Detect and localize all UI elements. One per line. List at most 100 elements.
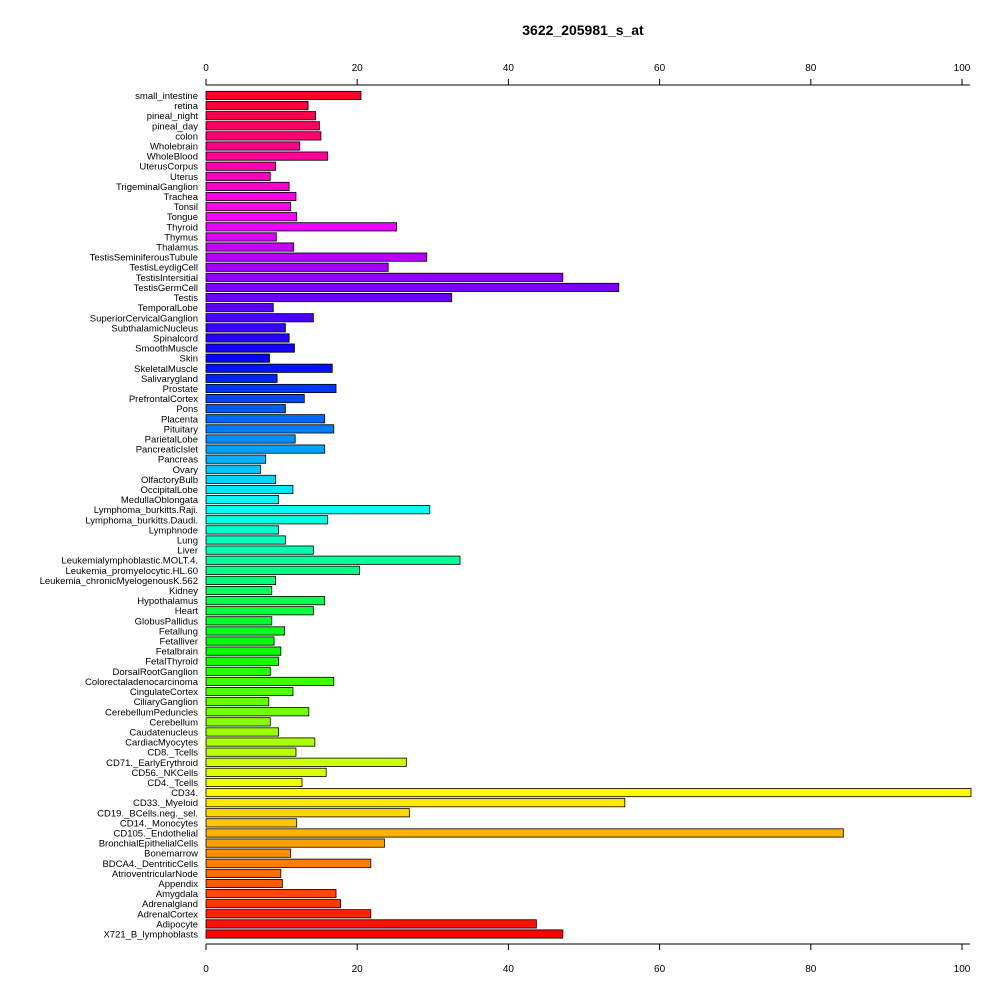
category-label: CD8._Tcells <box>147 748 198 759</box>
bar <box>205 222 397 232</box>
category-label: Appendix <box>158 879 198 890</box>
bar <box>205 909 372 919</box>
category-label: DorsalRootGanglion <box>112 667 198 678</box>
category-label: PrefrontalCortex <box>129 394 198 405</box>
bar <box>205 707 310 717</box>
category-label: Trachea <box>164 192 199 203</box>
bar <box>205 202 292 212</box>
category-label: Liver <box>177 546 198 557</box>
bar <box>205 646 282 656</box>
category-label: SubthalamicNucleus <box>111 323 198 334</box>
category-label: TemporalLobe <box>138 303 198 314</box>
category-label: Thalamus <box>156 243 198 254</box>
bar <box>205 262 389 272</box>
bar <box>205 151 329 161</box>
category-label: BDCA4._DentriticCells <box>102 859 198 870</box>
category-labels-group: small_intestineretinapineal_nightpineal_… <box>40 91 199 941</box>
bar <box>205 767 327 777</box>
category-label: FetalThyroid <box>145 657 198 668</box>
tick-label: 0 <box>203 63 209 74</box>
category-label: UterusCorpus <box>139 162 198 173</box>
category-label: Tongue <box>167 212 198 223</box>
category-label: Adipocyte <box>156 919 198 930</box>
tick-label: 80 <box>805 964 817 975</box>
tick-label: 40 <box>503 63 515 74</box>
bar <box>205 929 564 939</box>
bar <box>205 788 972 798</box>
category-label: small_intestine <box>135 91 198 102</box>
bar <box>205 313 314 323</box>
bar <box>205 383 337 394</box>
bar <box>205 333 290 343</box>
bar <box>205 121 320 131</box>
bar <box>205 798 626 808</box>
category-label: Caudatenucleus <box>129 727 198 738</box>
bar <box>205 919 537 929</box>
category-label: Uterus <box>170 172 198 183</box>
category-label: Testis <box>174 293 199 304</box>
category-label: Placenta <box>161 414 199 425</box>
category-label: Leukemia_chronicMyelogenousK.562 <box>40 576 198 587</box>
bar <box>205 687 294 697</box>
category-label: CD56._NKCells <box>131 768 198 779</box>
bar <box>205 232 277 242</box>
bar <box>205 565 360 575</box>
category-label: colon <box>175 131 198 142</box>
bar <box>205 404 286 414</box>
category-label: PancreaticIslet <box>136 445 199 456</box>
tick-label: 40 <box>503 964 515 975</box>
bar <box>205 717 271 727</box>
tick-label: 60 <box>654 63 666 74</box>
bar <box>205 282 620 292</box>
bar <box>205 878 283 889</box>
category-label: CerebellumPeduncles <box>105 707 198 718</box>
tick-label: 20 <box>352 964 364 975</box>
category-label: Fetalliver <box>159 637 198 648</box>
category-label: CD33._Myeloid <box>133 798 198 809</box>
bar <box>205 272 564 282</box>
category-label: SkeletalMuscle <box>134 364 198 375</box>
bar <box>205 363 333 373</box>
tick-label: 20 <box>352 63 364 74</box>
category-label: OlfactoryBulb <box>141 475 198 486</box>
category-label: Pancreas <box>158 455 198 466</box>
category-label: X721_B_lymphoblasts <box>103 930 198 941</box>
bar <box>205 434 296 444</box>
bar <box>205 161 276 171</box>
bar <box>205 242 295 252</box>
category-label: WholeBlood <box>147 152 198 163</box>
category-label: Skin <box>180 354 198 365</box>
bar <box>205 454 267 464</box>
tick-label: 80 <box>805 63 817 74</box>
chart-title: 3622_205981_s_at <box>522 22 644 38</box>
category-label: Spinalcord <box>153 333 198 344</box>
bar <box>205 111 317 121</box>
category-label: Prostate <box>163 384 198 395</box>
category-label: Thymus <box>164 232 198 243</box>
bar <box>205 505 431 515</box>
bar <box>205 777 303 788</box>
category-label: TestisLeydigCell <box>129 263 198 274</box>
tick-label: 100 <box>954 964 971 975</box>
category-label: TestisSeminiferousTubule <box>90 253 198 264</box>
bar <box>205 626 286 636</box>
category-label: Adrenalgland <box>142 899 198 910</box>
bar <box>205 889 337 899</box>
bar <box>205 495 279 505</box>
category-label: OccipitalLobe <box>140 485 198 496</box>
category-label: Bonemarrow <box>144 849 198 860</box>
category-label: TestisIntersitial <box>136 273 198 284</box>
bar <box>205 585 273 596</box>
category-label: pineal_day <box>152 121 198 132</box>
category-label: Fetalbrain <box>156 647 198 658</box>
bar <box>205 525 279 535</box>
category-label: Kidney <box>169 586 198 597</box>
bar <box>205 474 276 484</box>
bar <box>205 747 297 757</box>
category-label: Wholebrain <box>150 142 198 153</box>
category-label: Ovary <box>173 465 199 476</box>
bar <box>205 141 301 151</box>
category-label: CD71._EarlyErythroid <box>106 758 198 769</box>
bar <box>205 606 314 616</box>
